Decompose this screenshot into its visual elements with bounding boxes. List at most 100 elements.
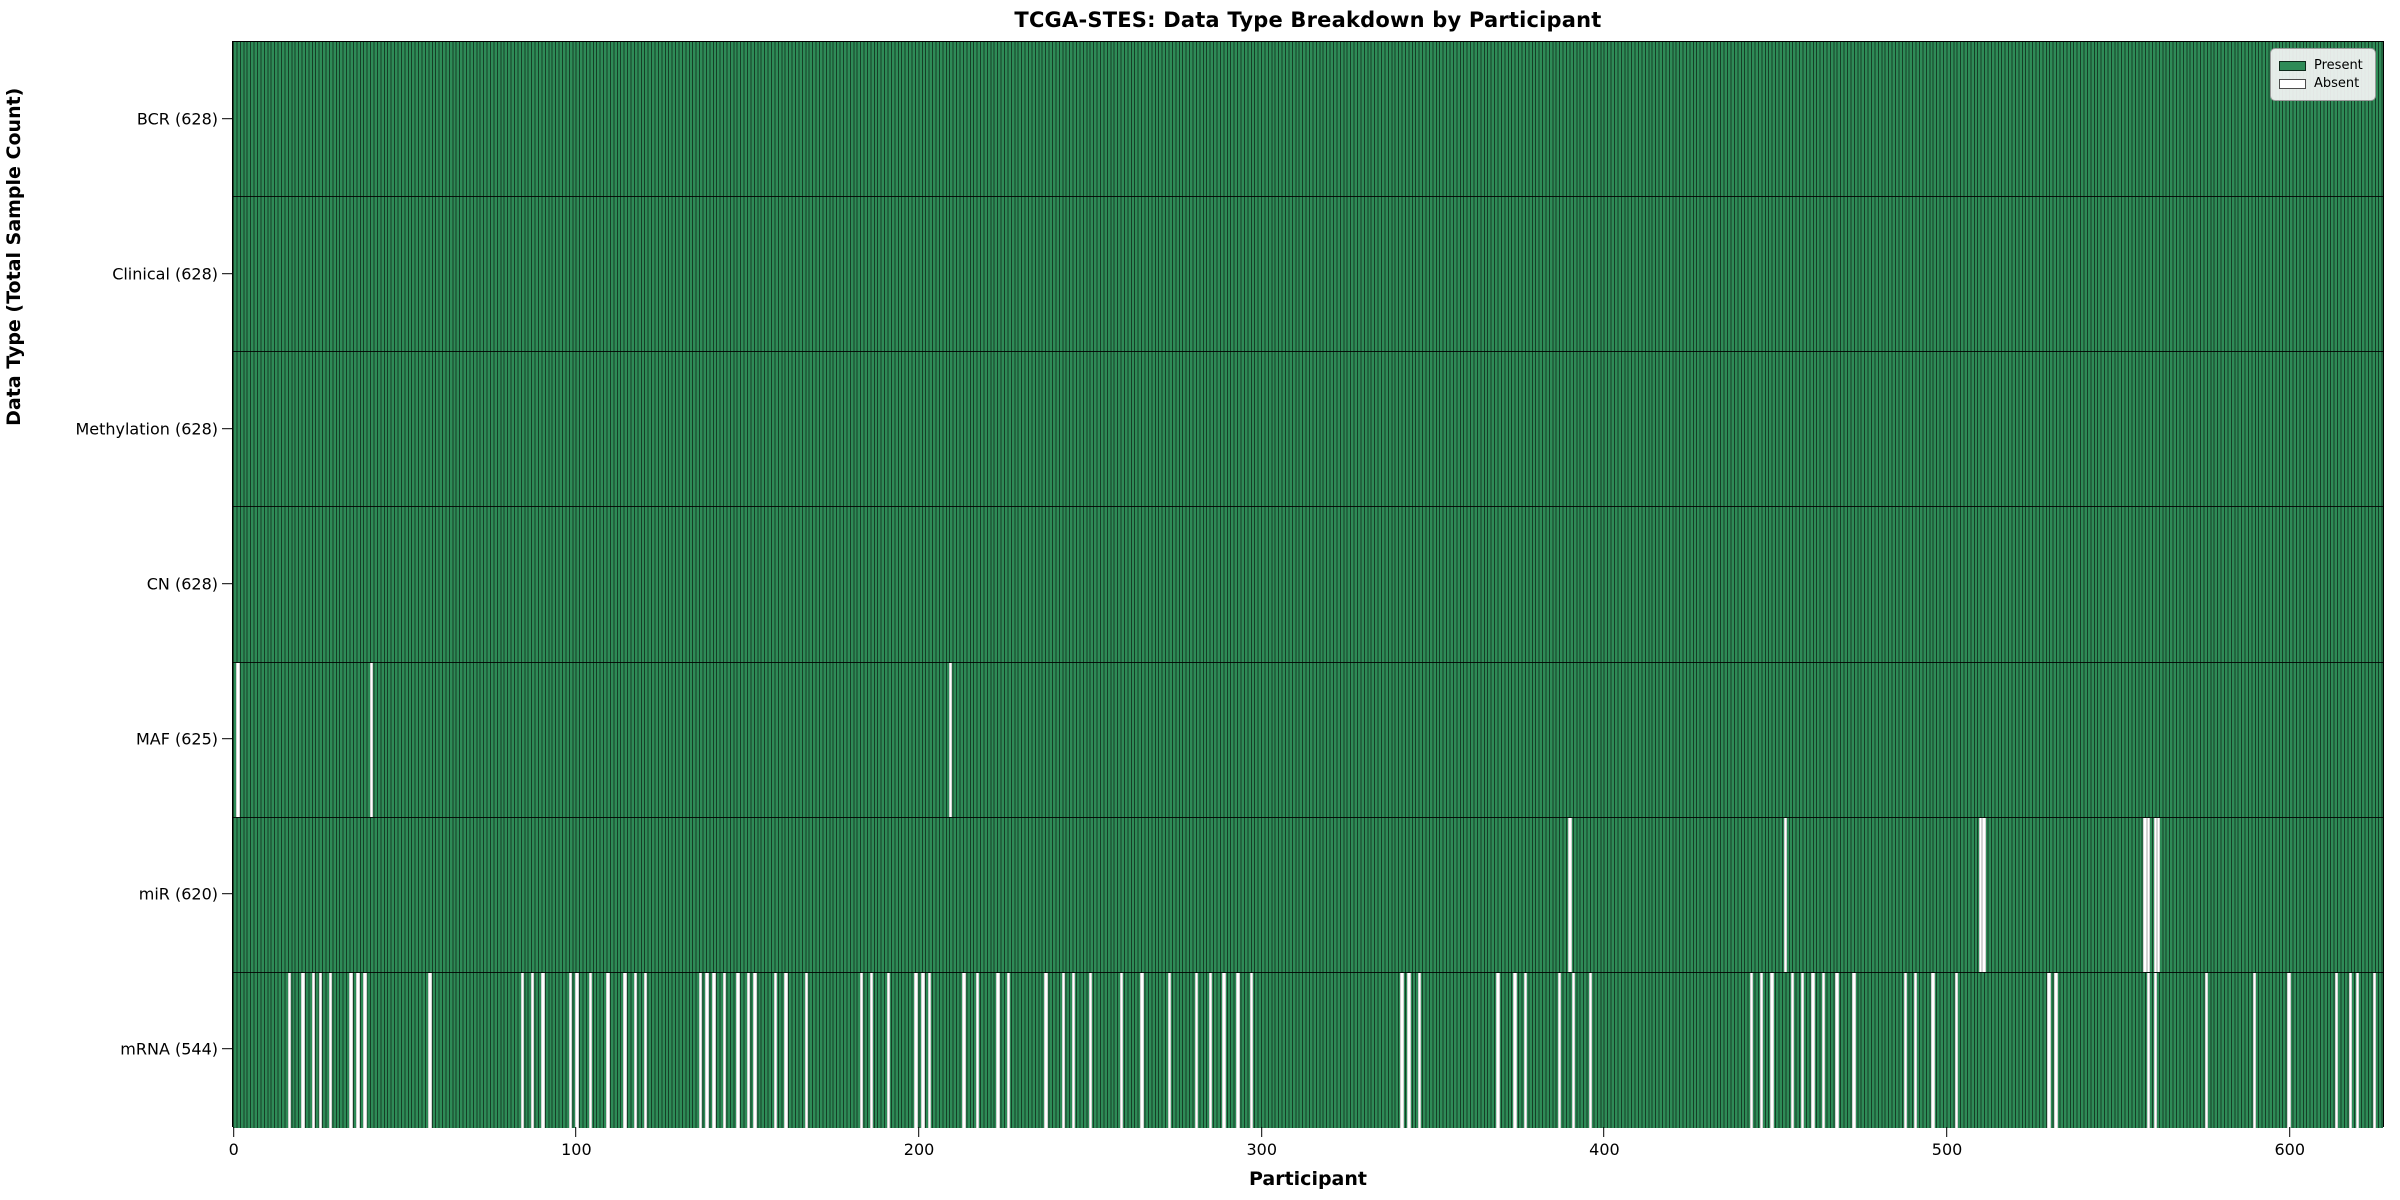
absent-stripe [363,972,367,1128]
absent-stripe [2153,817,2158,972]
absent-stripe [996,972,1000,1128]
absent-stripe [2157,817,2161,972]
absent-stripe [1931,972,1935,1128]
x-tick-mark [575,1127,577,1137]
absent-stripe [1400,972,1404,1128]
absent-stripe [520,972,524,1128]
absent-stripe [643,972,648,1128]
y-tick-label-mrna: mRNA (544) [120,1039,218,1059]
absent-stripe [2146,972,2151,1128]
absent-stripe [746,972,750,1128]
y-tick-label-mir: miR (620) [138,884,218,904]
absent-stripe [927,972,932,1128]
absent-stripe [705,972,709,1128]
y-tick-label-cn: CN (628) [146,574,218,594]
absent-stripe [736,972,740,1128]
x-tick-label-100: 100 [561,1140,592,1159]
y-tick-label-clinical: Clinical (628) [112,264,218,284]
absent-stripe [2054,972,2058,1128]
absent-stripe [804,972,809,1128]
absent-stripe [1140,972,1144,1128]
x-tick-mark [1260,1127,1262,1137]
absent-stripe [1759,972,1764,1128]
absent-stripe [568,972,572,1128]
legend-entry-present: Present [2279,58,2367,73]
absent-stripe [1790,972,1795,1128]
row-maf [233,662,2383,818]
absent-stripe [1208,972,1213,1128]
absent-stripe [753,972,757,1128]
y-tick-mark [222,893,232,895]
absent-stripe [623,972,627,1128]
absent-stripe [1195,972,1199,1128]
absent-stripe [1903,972,1908,1128]
absent-stripe [722,972,726,1128]
y-tick-label-bcr: BCR (628) [136,109,218,129]
plot-area [232,41,2384,1128]
absent-stripe [1167,972,1172,1128]
y-tick-mark [222,1048,232,1050]
absent-stripe [1835,972,1839,1128]
absent-stripe [311,972,316,1128]
absent-stripe [948,662,952,817]
absent-stripe [1236,972,1240,1128]
absent-stripe [318,972,322,1128]
absent-stripe [784,972,788,1128]
legend-label: Absent [2314,76,2360,91]
x-tick-label-500: 500 [1931,1140,1963,1159]
absent-stripe [1044,972,1048,1128]
y-tick-label-maf: MAF (625) [135,729,218,749]
absent-stripe [2143,817,2147,972]
absent-stripe [1071,972,1076,1128]
absent-stripe [1770,972,1774,1128]
legend-label: Present [2314,58,2363,73]
absent-stripe [2335,972,2339,1128]
row-mir [233,817,2383,973]
x-tick-label-300: 300 [1246,1140,1278,1159]
y-tick-mark [222,272,232,274]
absent-stripe [1249,972,1254,1128]
absent-stripe [914,972,918,1128]
row-mrna [233,972,2383,1128]
absent-stripe [1821,972,1825,1128]
absent-stripe [2204,972,2209,1128]
absent-stripe [1006,972,1011,1128]
legend-swatch-present [2279,60,2306,71]
absent-stripe [2355,972,2360,1128]
x-tick-mark [232,1127,234,1137]
absent-stripe [1061,972,1065,1128]
absent-stripe [633,972,637,1128]
absent-stripe [1119,972,1124,1128]
absent-stripe [1588,972,1593,1128]
absent-stripe [236,662,240,817]
absent-stripe [1568,817,1572,972]
absent-stripe [698,972,703,1128]
absent-stripe [530,972,535,1128]
absent-stripe [606,972,610,1128]
x-axis-label: Participant [1248,1168,1367,1190]
absent-stripe [1979,817,1983,972]
absent-stripe [859,972,863,1128]
absent-stripe [921,972,925,1128]
absent-stripe [575,972,579,1128]
x-tick-label-400: 400 [1589,1140,1620,1159]
absent-stripe [589,972,593,1128]
x-tick-label-0: 0 [228,1140,239,1159]
absent-stripe [1557,972,1562,1128]
chart-title: TCGA-STES: Data Type Breakdown by Partic… [1014,8,1602,32]
absent-stripe [1811,972,1815,1128]
y-tick-mark [222,428,232,430]
absent-stripe [1523,972,1528,1128]
absent-stripe [1407,972,1411,1128]
absent-stripe [1955,972,1959,1128]
x-tick-label-200: 200 [903,1140,935,1159]
absent-stripe [2153,972,2158,1128]
absent-stripe [2146,817,2151,972]
absent-stripe [349,972,353,1128]
absent-stripe [975,972,980,1128]
absent-stripe [869,972,874,1128]
absent-stripe [1913,972,1918,1128]
absent-stripe [1571,972,1576,1128]
absent-stripe [1496,972,1500,1128]
